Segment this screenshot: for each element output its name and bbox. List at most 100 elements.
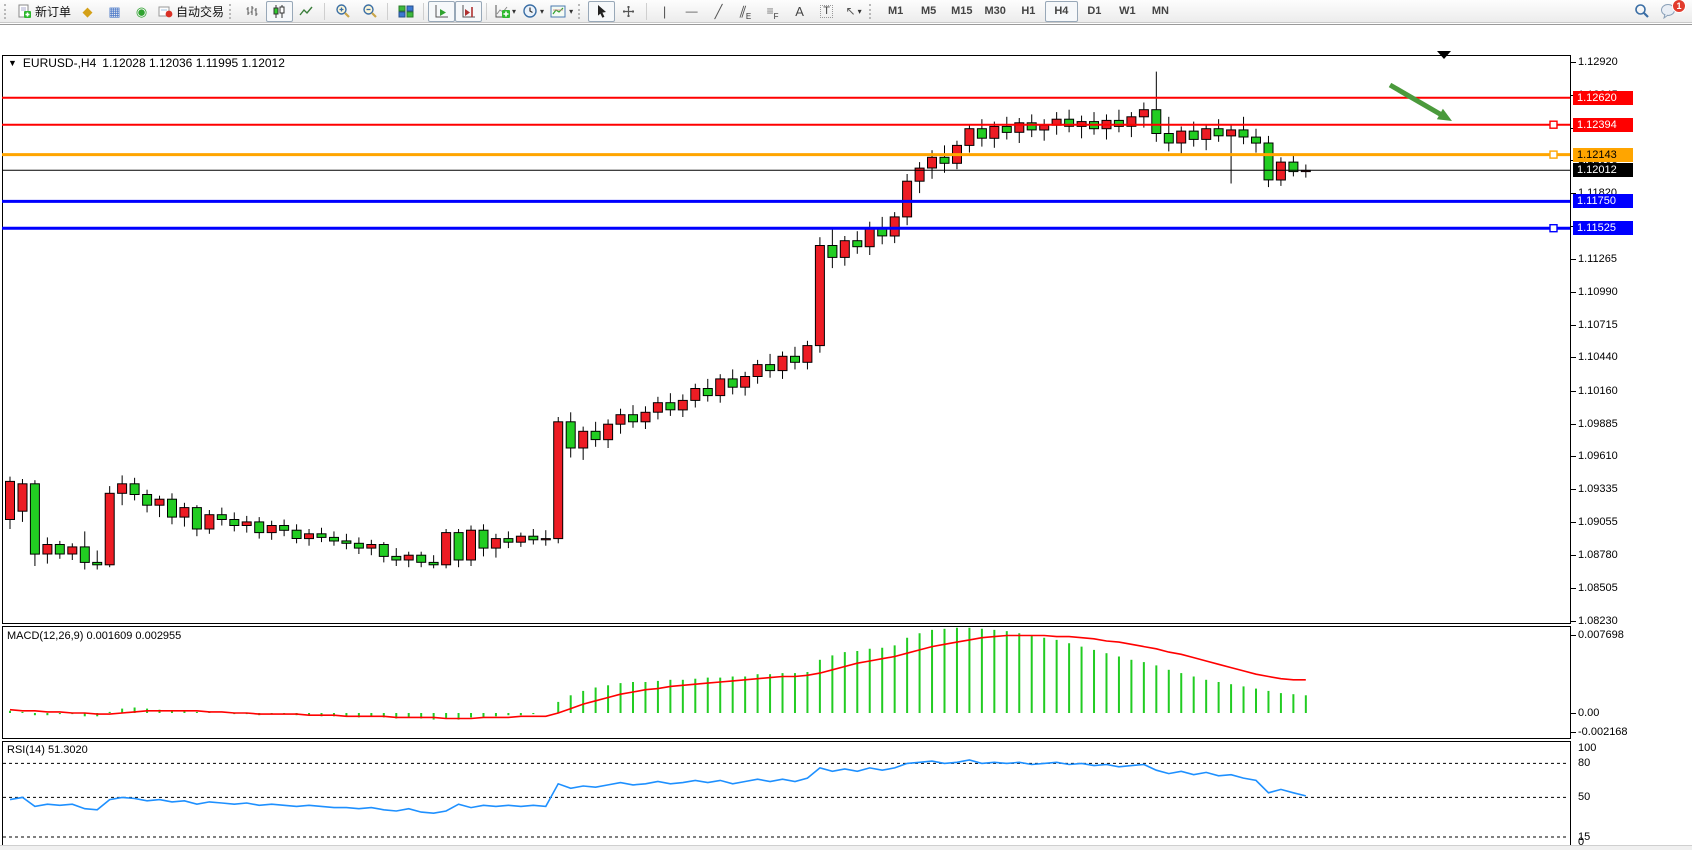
price-axis-tick: [1571, 555, 1576, 556]
candle-body: [254, 521, 265, 534]
timeframe-button-D1[interactable]: D1: [1087, 5, 1102, 17]
templates-button[interactable]: ▾: [547, 1, 576, 22]
indicators-dropdown-icon[interactable]: ▾: [512, 6, 517, 16]
fibonacci-tool-button[interactable]: ≡ F: [759, 1, 786, 22]
chart-shift-button[interactable]: [455, 0, 483, 22]
symbol-dropdown-icon[interactable]: ▼: [8, 58, 17, 68]
price-axis-label: 1.09335: [1578, 483, 1618, 495]
bar-chart-button[interactable]: [239, 1, 266, 22]
templates-dropdown-icon[interactable]: ▾: [569, 6, 574, 16]
market-watch-icon: ◆: [82, 3, 93, 19]
horizontal-line-tool-button[interactable]: —: [678, 1, 705, 22]
rsi-indicator-pane: [2, 741, 1571, 850]
timeframe-button-M1[interactable]: M1: [887, 5, 904, 17]
line-chart-button[interactable]: [293, 1, 320, 22]
timeframe-button-M5[interactable]: M5: [920, 5, 937, 17]
candle-body: [179, 507, 190, 518]
candle-body: [29, 483, 40, 555]
timeframe-button-H1[interactable]: H1: [1021, 5, 1036, 17]
candle-body: [229, 519, 240, 526]
text-tool-button[interactable]: A: [786, 1, 813, 22]
rsi-pane-frame: [2, 741, 1571, 850]
candle-body: [1039, 124, 1050, 131]
crosshair-button[interactable]: [615, 1, 642, 22]
rsi-line: [9, 759, 1306, 815]
arrows-dropdown-icon[interactable]: ▾: [857, 6, 862, 16]
trendline-tool-button[interactable]: ╱: [705, 1, 732, 22]
chart-shift-icon: [462, 4, 475, 17]
line-handle[interactable]: [1549, 223, 1558, 233]
toolbar-grip[interactable]: [229, 3, 235, 19]
channel-icon-letter: E: [745, 11, 752, 21]
candle-body: [167, 498, 177, 518]
text-label-icon: T: [820, 4, 833, 18]
periods-button[interactable]: ▾: [519, 1, 547, 22]
candle-body: [1263, 142, 1274, 181]
price-axis-label: 1.11265: [1578, 253, 1617, 265]
candle-body: [540, 538, 551, 541]
price-axis-tick: [1571, 522, 1576, 523]
timeframe-button-M30[interactable]: M30: [984, 5, 1006, 17]
candle-body: [715, 378, 726, 397]
new-order-button[interactable]: 新订单: [14, 1, 74, 22]
annotation-arrow-head[interactable]: [1436, 108, 1452, 121]
timeframe-button-H4[interactable]: H4: [1044, 0, 1078, 22]
market-watch-button[interactable]: ◆: [74, 1, 101, 22]
signals-button[interactable]: ◉: [128, 1, 155, 22]
auto-scroll-icon: [435, 4, 448, 17]
status-strip: [0, 845, 1692, 850]
equidistant-channel-tool-button[interactable]: ∥ E: [732, 1, 759, 22]
cursor-button[interactable]: [588, 0, 616, 22]
candle-body: [204, 514, 215, 530]
tile-windows-button[interactable]: [392, 1, 419, 22]
zoom-in-button[interactable]: [329, 1, 356, 22]
indicators-button[interactable]: ▾: [491, 1, 519, 22]
candle-body: [603, 423, 614, 441]
candlestick-chart-button[interactable]: [266, 0, 294, 22]
candle-body: [5, 480, 15, 520]
candle-body: [316, 533, 327, 538]
price-axis-label: 1.10440: [1578, 351, 1618, 363]
toolbar-grip[interactable]: [578, 3, 584, 19]
candle-body: [976, 128, 987, 139]
macd-indicator-pane: [2, 626, 1571, 739]
timeframe-button-W1[interactable]: W1: [1119, 5, 1136, 17]
candle-body: [964, 128, 975, 146]
candle-body: [378, 544, 389, 557]
auto-scroll-button[interactable]: [428, 0, 456, 22]
candle-body: [216, 514, 227, 521]
candle-body: [989, 125, 1000, 139]
search-button[interactable]: [1628, 1, 1655, 22]
annotation-arrow-shaft[interactable]: [1388, 82, 1445, 119]
line-chart-icon: [299, 6, 313, 15]
vertical-line-tool-button[interactable]: |: [651, 1, 678, 22]
terminal-button[interactable]: ▦: [101, 1, 128, 22]
timeframe-button-M15[interactable]: M15: [951, 5, 973, 17]
arrows-tool-button[interactable]: ↖ ▾: [840, 1, 867, 22]
candle-body: [765, 364, 776, 372]
candle-body: [1275, 161, 1286, 181]
periods-dropdown-icon[interactable]: ▾: [540, 6, 545, 16]
candle-body: [640, 411, 651, 423]
toolbar-grip[interactable]: [4, 3, 10, 19]
candle-body: [528, 535, 539, 541]
notifications-button[interactable]: 1: [1655, 0, 1686, 22]
candle-body: [403, 554, 414, 561]
price-axis-label: 1.09885: [1578, 418, 1618, 430]
candle-body: [1226, 129, 1237, 137]
price-axis-tick: [1571, 95, 1576, 96]
text-label-tool-button[interactable]: T: [813, 1, 840, 22]
candle-body: [1026, 122, 1037, 131]
candle-body: [341, 540, 352, 544]
timeframe-button-MN[interactable]: MN: [1151, 5, 1169, 17]
autotrading-button[interactable]: 自动交易: [155, 1, 227, 22]
rsi-axis-label: 100: [1578, 742, 1597, 754]
line-handle[interactable]: [1549, 120, 1558, 129]
terminal-icon: ▦: [108, 3, 121, 19]
fibonacci-icon-letter: F: [773, 11, 779, 21]
toolbar-grip[interactable]: [869, 3, 875, 19]
price-axis-label: 1.12645: [1578, 89, 1618, 101]
zoom-out-button[interactable]: [356, 1, 383, 22]
line-handle[interactable]: [1549, 150, 1558, 159]
cursor-icon: [597, 4, 606, 18]
